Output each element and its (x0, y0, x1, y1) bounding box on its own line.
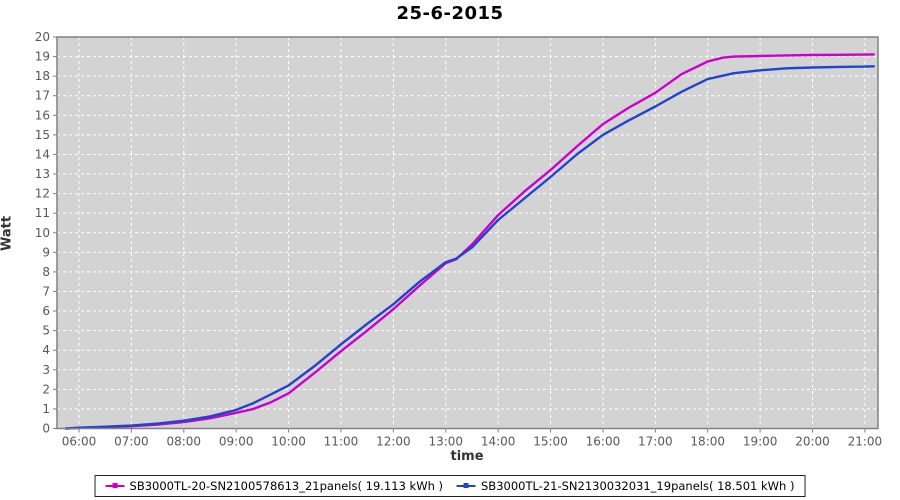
y-tick-label: 17 (35, 89, 50, 103)
legend-label-series-0: SB3000TL-20-SN2100578613_21panels( 19.11… (129, 479, 443, 493)
y-tick-label: 15 (35, 128, 50, 142)
y-tick-label: 4 (42, 343, 50, 357)
x-tick-label: 20:00 (795, 435, 830, 449)
y-tick-label: 16 (35, 108, 50, 122)
y-tick-label: 13 (35, 167, 50, 181)
series-line-1 (64, 65, 875, 430)
chart-title: 25-6-2015 (396, 3, 504, 24)
x-tick-label: 21:00 (848, 435, 883, 449)
y-tick-label: 10 (35, 226, 50, 240)
y-tick-label: 14 (35, 147, 50, 161)
x-tick-label: 08:00 (166, 435, 201, 449)
x-tick-label: 07:00 (114, 435, 149, 449)
legend-label-series-1: SB3000TL-21-SN2130032031_19panels( 18.50… (481, 479, 795, 493)
y-tick-label: 8 (42, 265, 50, 279)
x-tick-label: 09:00 (219, 435, 254, 449)
x-tick-label: 10:00 (271, 435, 306, 449)
x-tick-label: 06:00 (62, 435, 97, 449)
series-0-line-swatch-icon (105, 483, 125, 488)
y-tick-label: 18 (35, 69, 50, 83)
x-tick-label: 13:00 (428, 435, 463, 449)
y-axis-title: Watt (0, 215, 15, 252)
y-tick-label: 7 (42, 284, 50, 298)
y-tick-label: 1 (42, 402, 50, 416)
y-tick-label: 19 (35, 50, 50, 64)
y-tick-label: 11 (35, 206, 50, 220)
legend-item-series-1: SB3000TL-21-SN2130032031_19panels( 18.50… (457, 479, 794, 493)
legend-item-series-0: SB3000TL-20-SN2100578613_21panels( 19.11… (105, 479, 443, 493)
x-tick-label: 19:00 (743, 435, 778, 449)
legend: SB3000TL-20-SN2100578613_21panels( 19.11… (94, 475, 806, 497)
series-1-line-swatch-icon (457, 483, 476, 488)
y-tick-label: 3 (42, 363, 50, 377)
x-axis-title: time (450, 449, 484, 464)
y-tick-label: 12 (35, 187, 50, 201)
x-tick-label: 16:00 (586, 435, 621, 449)
y-tick-label: 20 (35, 30, 50, 44)
x-tick-label: 12:00 (376, 435, 411, 449)
x-tick-label: 15:00 (533, 435, 568, 449)
y-tick-label: 9 (42, 245, 50, 259)
x-tick-label: 17:00 (638, 435, 673, 449)
x-tick-label: 11:00 (324, 435, 359, 449)
y-tick-label: 6 (42, 304, 50, 318)
series-1-marker-icon (464, 483, 469, 488)
x-tick-label: 18:00 (690, 435, 725, 449)
y-tick-label: 0 (42, 422, 50, 436)
x-tick-label: 14:00 (481, 435, 516, 449)
plot-border (56, 36, 879, 430)
y-tick-label: 2 (42, 382, 50, 396)
series-0-marker-icon (112, 483, 118, 488)
y-tick-label: 5 (42, 324, 50, 338)
